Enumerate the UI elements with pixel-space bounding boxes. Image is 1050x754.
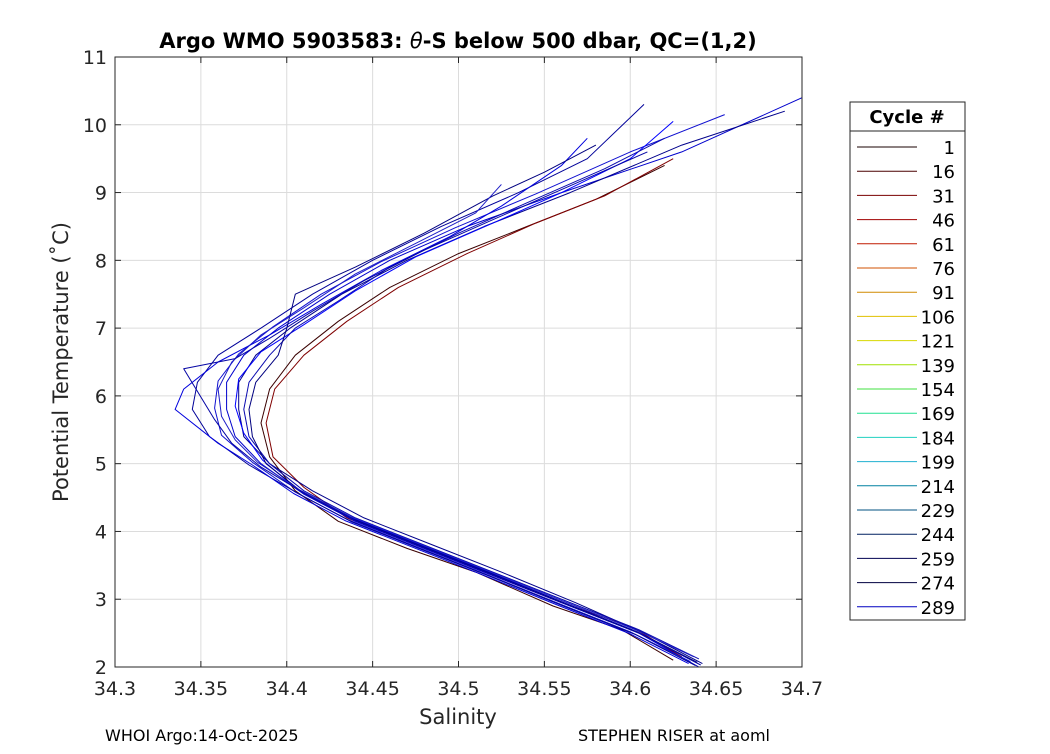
theta-symbol: θ <box>410 29 423 53</box>
x-tick-label: 34.4 <box>266 678 308 700</box>
y-tick-label: 9 <box>95 183 107 205</box>
y-axis-label: Potential Temperature (˚C) <box>49 222 73 502</box>
legend-entry-label: 1 <box>944 138 955 159</box>
legend-entry-label: 16 <box>932 162 955 183</box>
profile-line-10 <box>248 144 698 663</box>
legend-entry-label: 289 <box>921 598 955 619</box>
legend-entry-label: 184 <box>921 428 955 449</box>
legend-title: Cycle # <box>869 107 944 128</box>
footer-left: WHOI Argo:14-Oct-2025 <box>105 726 299 745</box>
axis-ticks: 34.3 34.35 34.4 34.45 34.5 34.55 34.6 34.65 34.7… <box>83 47 823 700</box>
chart-title: Argo WMO 5903583: θ-S below 500 dbar, QC… <box>159 29 756 53</box>
profile-line-8 <box>243 137 700 660</box>
x-tick-label: 34.45 <box>345 678 399 700</box>
legend-entry-label: 31 <box>932 186 955 207</box>
legend: Cycle # 1 16 31 46 61 76 91 106 121 139 154 169 184 1… <box>849 101 966 621</box>
profile-line-1 <box>260 164 674 661</box>
profile-line-9 <box>174 137 689 665</box>
y-tick-label: 10 <box>83 115 107 137</box>
legend-entry-label: 61 <box>932 235 955 256</box>
profile-line-5 <box>214 114 725 663</box>
legend-entry-label: 46 <box>932 211 955 232</box>
legend-entry-label: 139 <box>921 356 955 377</box>
profile-line-11 <box>217 184 695 658</box>
legend-entry-label: 169 <box>921 404 955 425</box>
y-tick-label: 5 <box>95 454 107 476</box>
legend-entry-label: 199 <box>921 453 955 474</box>
y-tick-label: 8 <box>95 250 107 272</box>
y-tick-label: 7 <box>95 318 107 340</box>
y-tick-label: 3 <box>95 589 107 611</box>
legend-entry-label: 244 <box>921 525 955 546</box>
series-lines <box>174 97 802 667</box>
x-tick-label: 34.55 <box>517 678 571 700</box>
y-tick-label: 2 <box>95 657 107 679</box>
legend-entry-label: 229 <box>921 501 955 522</box>
legend-entry-label: 91 <box>932 283 955 304</box>
profile-line-6 <box>191 104 696 667</box>
y-tick-label: 4 <box>95 521 107 543</box>
legend-entry-label: 154 <box>921 380 955 401</box>
legend-entry-label: 214 <box>921 477 955 498</box>
x-tick-label: 34.35 <box>174 678 228 700</box>
legend-entry-label: 259 <box>921 549 955 570</box>
y-tick-label: 11 <box>83 47 107 69</box>
x-axis-label: Salinity <box>419 705 497 729</box>
legend-box <box>849 101 966 621</box>
legend-entry-label: 121 <box>921 332 955 353</box>
x-tick-label: 34.6 <box>609 678 651 700</box>
x-tick-label: 34.5 <box>437 678 479 700</box>
legend-entry-label: 76 <box>932 259 955 280</box>
profile-line-12 <box>183 151 701 666</box>
legend-entry-label: 106 <box>921 307 955 328</box>
x-tick-label: 34.65 <box>689 678 743 700</box>
x-tick-label: 34.7 <box>781 678 823 700</box>
x-tick-label: 34.3 <box>94 678 136 700</box>
profile-line-7 <box>234 121 693 661</box>
footer-right: STEPHEN RISER at aoml <box>578 726 770 745</box>
legend-entry-label: 274 <box>921 574 955 595</box>
y-tick-label: 6 <box>95 386 107 408</box>
